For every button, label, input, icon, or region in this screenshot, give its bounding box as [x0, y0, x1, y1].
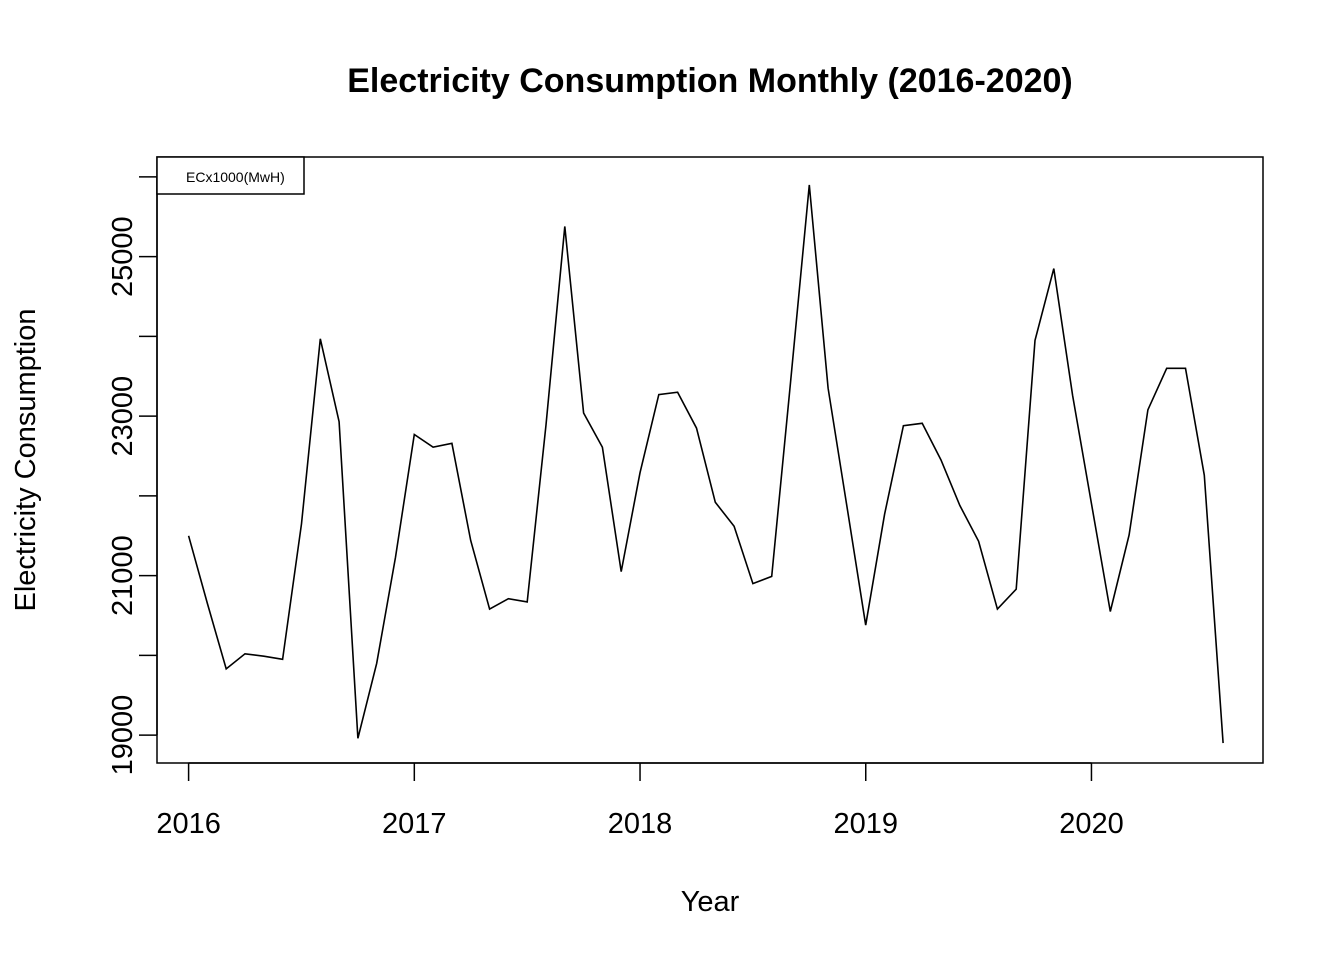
x-axis-label: Year: [681, 886, 740, 918]
chart-title: Electricity Consumption Monthly (2016-20…: [347, 62, 1073, 100]
x-axis: 2016 2017 2018 2019 2020: [156, 762, 1124, 840]
x-tick-label: 2017: [382, 808, 447, 840]
x-tick-label: 2019: [833, 808, 898, 840]
x-tick-label: 2016: [156, 808, 221, 840]
series-line: [187, 184, 1224, 744]
y-axis-label: Electricity Consumption: [10, 309, 42, 612]
x-tick-label: 2018: [608, 808, 673, 840]
plot-frame: [156, 156, 1264, 764]
y-axis: 19000 21000 23000 25000: [107, 176, 158, 776]
y-tick-label: 19000: [107, 695, 139, 776]
x-tick-label: 2020: [1059, 808, 1124, 840]
y-tick-label: 23000: [107, 376, 139, 457]
legend-box: [156, 156, 305, 195]
legend-entry: ECx1000(MwH): [186, 169, 285, 185]
y-tick-label: 25000: [107, 216, 139, 297]
y-tick-label: 21000: [107, 535, 139, 616]
legend: ECx1000(MwH): [156, 156, 305, 195]
